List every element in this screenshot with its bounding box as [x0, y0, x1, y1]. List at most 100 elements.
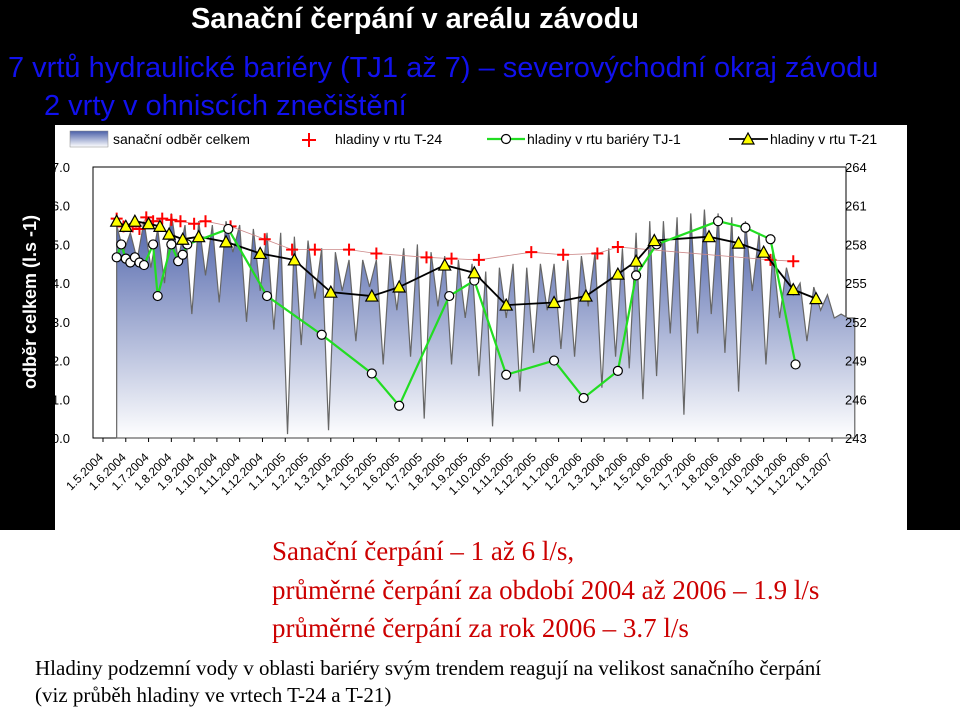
series-tj1-marker [152, 290, 163, 302]
series-t24-marker [165, 213, 178, 226]
series-tj1-marker [790, 359, 801, 370]
series-layer [109, 211, 824, 411]
series-t24-marker [557, 248, 570, 261]
series-t21-marker [219, 234, 234, 248]
series-t21-marker [364, 288, 379, 302]
legend-swatch-t21-marker [740, 131, 756, 145]
series-tj1-marker [111, 252, 122, 263]
y-left-tick-label: 5.0 [52, 237, 70, 252]
series-t21-marker [578, 288, 593, 302]
series-t21-marker [610, 266, 625, 280]
legend-label-flow: sanační odběr celkem [113, 131, 250, 147]
series-tj1-marker [712, 216, 724, 227]
y-left-tick-label: 6.0 [52, 199, 70, 214]
y-left-tick-label: 3.0 [52, 315, 70, 330]
series-t21-marker [731, 235, 746, 249]
footer-reference: (viz průběh hladiny ve vrtech T-24 a T-2… [35, 683, 392, 707]
series-tj1-marker [444, 290, 455, 302]
y-left-tick-label: 0.0 [52, 431, 70, 446]
note-average-2006: průměrné čerpání za rok 2006 – 3.7 l/s [272, 613, 689, 643]
series-t21-marker [392, 279, 407, 293]
series-t21-marker [547, 295, 562, 309]
series-t21-marker [109, 213, 124, 227]
series-t21-marker [756, 244, 771, 258]
series-tj1-marker [223, 223, 234, 235]
series-t21-marker [786, 282, 801, 296]
series-tj1-marker [366, 368, 377, 379]
series-t21-marker [175, 232, 190, 245]
series-t24-marker [286, 243, 299, 256]
y-right-tick-label: 246 [845, 392, 867, 407]
legend: sanační odběr celkem hladiny v rtu T-24 hl… [69, 130, 877, 148]
series-tj1-marker [578, 392, 589, 404]
series-flow-area [116, 209, 856, 439]
subtitle-contamination-wells: 2 vrty v ohniscích znečištění [44, 90, 407, 122]
y-right-tick-label: 249 [845, 354, 867, 369]
series-tj1-marker [501, 369, 512, 380]
series-tj1-marker [548, 355, 560, 366]
y-axis-left-label: odběr celkem (l.s -1) [20, 215, 40, 389]
series-t21-marker [152, 219, 167, 232]
series-tj1-marker [316, 329, 327, 340]
series-t21-marker [191, 229, 206, 243]
legend-swatch-flow [69, 130, 109, 148]
y-right-tick-label: 252 [845, 315, 867, 330]
y-right-tick-label: 243 [845, 431, 867, 446]
series-t24-marker [188, 217, 201, 230]
y-right-tick-label: 261 [845, 199, 867, 214]
series-tj1-marker [612, 365, 623, 376]
series-t24-marker [156, 212, 169, 225]
series-t21-marker [323, 284, 338, 298]
series-t24-marker [525, 246, 538, 259]
legend-swatch-tj1-marker [500, 133, 512, 145]
series-t24-marker [787, 255, 800, 268]
series-tj1-marker [394, 400, 405, 411]
title-band [0, 0, 960, 130]
series-t21-marker [437, 257, 452, 271]
series-t21-marker [499, 297, 514, 311]
series-t24-marker [445, 252, 458, 265]
y-left-tick-label: 2.0 [52, 354, 70, 369]
series-t24-marker [591, 247, 604, 260]
right-border [905, 0, 960, 530]
series-t21-marker [809, 291, 824, 305]
legend-label-t21: hladiny v rtu T-21 [770, 131, 877, 147]
series-t24-marker [611, 241, 624, 254]
legend-label-tj1: hladiny v rtu bariéry TJ-1 [527, 131, 681, 147]
y-axis-right-label: hladina (m.n.m) [880, 235, 900, 368]
series-t24-marker [174, 215, 187, 228]
y-left-tick-label: 4.0 [52, 276, 70, 291]
y-left-tick-label: 1.0 [52, 392, 70, 407]
series-tj1-marker [138, 259, 150, 271]
footer-conclusion: Hladiny podzemní vody v oblasti bariéry … [35, 656, 822, 680]
legend-swatch-t24 [302, 133, 316, 147]
series-tj1-marker [148, 239, 159, 250]
series-t21-marker [701, 229, 716, 243]
series-tj1-marker [740, 222, 751, 233]
y-right-tick-label: 264 [845, 160, 867, 175]
series-t21-marker [287, 252, 302, 266]
series-tj1-marker [177, 249, 188, 260]
series-t24-marker [472, 253, 485, 266]
series-t21-marker [127, 213, 142, 227]
series-t21-marker [253, 246, 268, 260]
series-tj1-marker [116, 239, 127, 250]
slide-title: Sanační čerpání v areálu závodu [190, 3, 640, 35]
legend-label-t24: hladiny v rtu T-24 [335, 131, 442, 147]
y-right-tick-label: 258 [845, 237, 867, 252]
series-t21-marker [141, 216, 156, 230]
note-pumping-range: Sanační čerpání – 1 až 6 l/s, [272, 536, 575, 566]
note-average-2004-2006: průměrné čerpání za období 2004 až 2006 … [272, 575, 820, 605]
left-border [0, 125, 55, 530]
series-t24-marker [308, 243, 321, 256]
subtitle-barrier-wells: 7 vrtů hydraulické bariéry (TJ1 až 7) – … [8, 52, 879, 84]
series-t24-marker [343, 243, 356, 256]
series-t24-marker [199, 215, 212, 228]
flow-area-layer [116, 209, 856, 439]
series-tj1-marker [261, 290, 273, 302]
series-t24-marker [420, 251, 433, 264]
series-t21-marker [647, 233, 662, 247]
series-tj1-marker [765, 234, 776, 245]
y-left-tick-label: 7.0 [52, 160, 70, 175]
